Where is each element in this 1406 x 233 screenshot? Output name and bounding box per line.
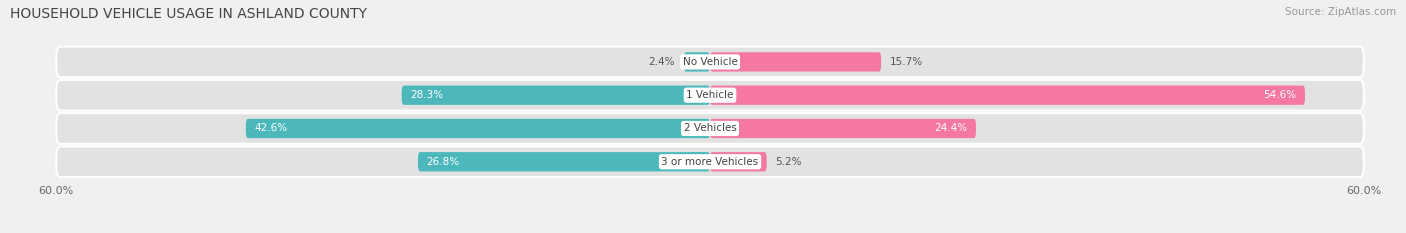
Text: 15.7%: 15.7% <box>890 57 922 67</box>
FancyBboxPatch shape <box>56 147 1364 177</box>
Text: 26.8%: 26.8% <box>427 157 460 167</box>
Text: 5.2%: 5.2% <box>776 157 801 167</box>
Text: 1 Vehicle: 1 Vehicle <box>686 90 734 100</box>
FancyBboxPatch shape <box>56 47 1364 77</box>
FancyBboxPatch shape <box>710 152 766 171</box>
Text: Source: ZipAtlas.com: Source: ZipAtlas.com <box>1285 7 1396 17</box>
Text: 3 or more Vehicles: 3 or more Vehicles <box>661 157 759 167</box>
FancyBboxPatch shape <box>246 119 710 138</box>
FancyBboxPatch shape <box>56 113 1364 144</box>
FancyBboxPatch shape <box>710 86 1305 105</box>
Text: 54.6%: 54.6% <box>1263 90 1296 100</box>
Text: 28.3%: 28.3% <box>411 90 443 100</box>
Text: 2 Vehicles: 2 Vehicles <box>683 123 737 134</box>
Text: No Vehicle: No Vehicle <box>682 57 738 67</box>
FancyBboxPatch shape <box>56 80 1364 110</box>
Text: 42.6%: 42.6% <box>254 123 288 134</box>
FancyBboxPatch shape <box>710 119 976 138</box>
FancyBboxPatch shape <box>683 52 710 72</box>
Text: 2.4%: 2.4% <box>648 57 675 67</box>
Text: HOUSEHOLD VEHICLE USAGE IN ASHLAND COUNTY: HOUSEHOLD VEHICLE USAGE IN ASHLAND COUNT… <box>10 7 367 21</box>
Text: 24.4%: 24.4% <box>934 123 967 134</box>
FancyBboxPatch shape <box>402 86 710 105</box>
FancyBboxPatch shape <box>710 52 882 72</box>
FancyBboxPatch shape <box>418 152 710 171</box>
